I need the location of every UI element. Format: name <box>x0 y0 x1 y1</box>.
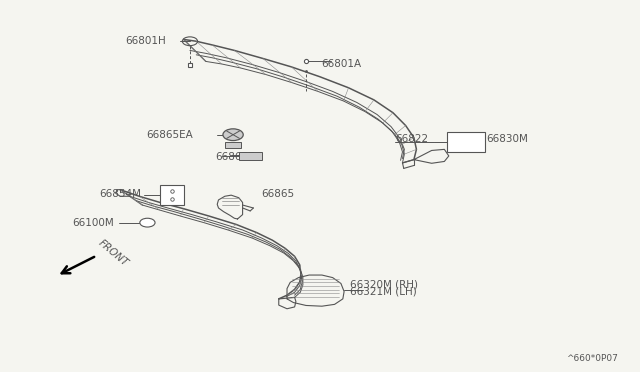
Text: 66801A: 66801A <box>321 60 362 69</box>
Circle shape <box>223 129 243 141</box>
Text: 66801H: 66801H <box>125 36 166 46</box>
Text: 66321M (LH): 66321M (LH) <box>351 286 417 296</box>
Circle shape <box>140 218 155 227</box>
Text: 66865E: 66865E <box>215 152 255 162</box>
Text: 66822: 66822 <box>395 134 428 144</box>
Text: ^660*0P07: ^660*0P07 <box>566 354 618 363</box>
Bar <box>447 132 485 152</box>
Text: 66865EA: 66865EA <box>147 130 193 140</box>
Bar <box>239 152 262 160</box>
Text: 66100M: 66100M <box>72 218 114 228</box>
Text: 66865: 66865 <box>262 189 295 199</box>
Text: 66320M (RH): 66320M (RH) <box>351 279 419 289</box>
Text: 66854M: 66854M <box>99 189 141 199</box>
Text: FRONT: FRONT <box>97 237 131 268</box>
Text: 66830M: 66830M <box>486 134 528 144</box>
Bar <box>160 185 184 205</box>
Bar <box>225 142 241 148</box>
